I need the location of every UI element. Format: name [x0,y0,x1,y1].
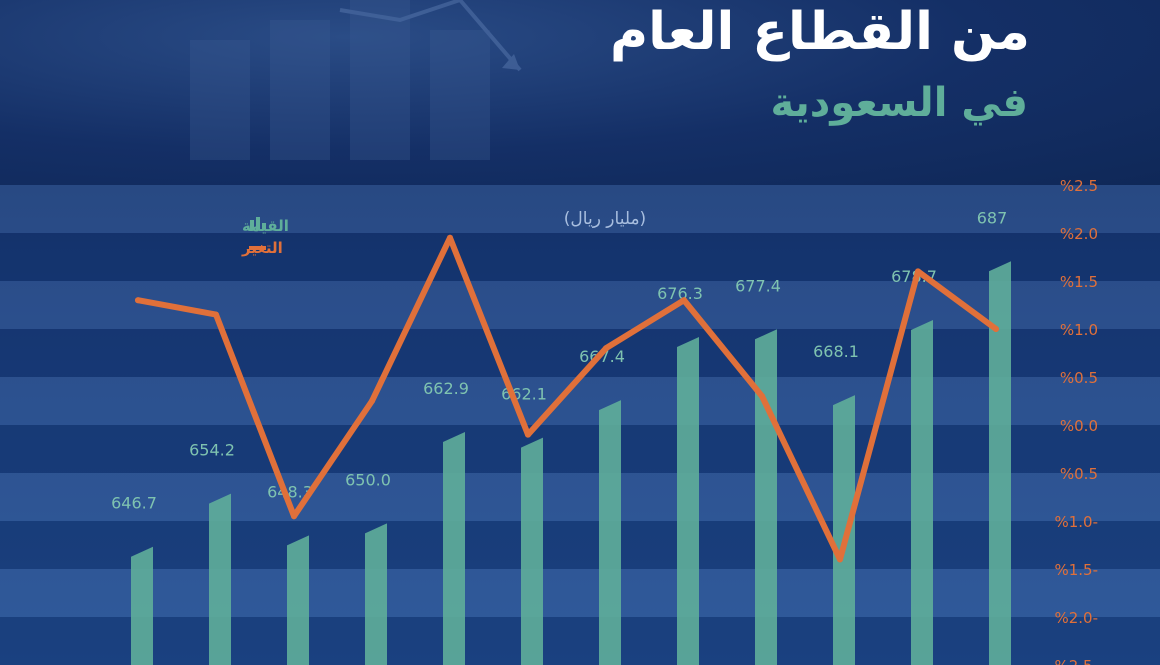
change-point [915,268,921,275]
right-axis-tick-label: %1.0- [1054,513,1098,531]
right-axis-tick-label: %1.5- [1054,561,1098,579]
change-point [681,297,687,304]
bar-value-label: 662.9 [423,379,469,398]
bar [131,546,153,665]
legend-line-icon [249,246,266,250]
change-point [291,513,297,520]
finance-background-icon [190,0,522,160]
change-point [447,234,453,241]
change-point [837,556,843,563]
grid-band [0,233,1160,281]
bar-value-label: 687 [977,208,1008,227]
change-point [213,311,219,318]
right-axis-tick-label: %2.5 [1060,177,1098,195]
grid-band [0,617,1160,665]
unit-label: (مليار ريال) [564,209,646,229]
change-point [135,297,141,304]
change-point [525,431,531,438]
grid-band [0,569,1160,617]
bar [989,261,1011,665]
legend-bar-icon [256,217,260,230]
bar [911,320,933,665]
bar [365,523,387,665]
bar-value-label: 668.1 [813,342,859,361]
right-axis-tick-label: %0.0 [1060,417,1098,435]
legend-bar-icon [250,220,254,230]
grid-band [0,425,1160,473]
grid-band [0,521,1160,569]
right-axis-tick-label: %2.0- [1054,609,1098,627]
bar [521,437,543,665]
change-point [993,326,999,332]
grid-band [0,473,1160,521]
right-axis-tick-label: %2.5- [1054,657,1098,665]
bar-value-label: 648.3 [267,482,313,501]
bar [755,329,777,665]
page-title: من القطاع العام [609,2,1030,62]
bar [599,400,621,665]
bar [443,431,465,665]
bar [209,493,231,665]
bar [677,337,699,665]
bar-value-label: 650.0 [345,470,391,489]
bar-value-label: 654.2 [189,441,235,460]
right-axis-tick-label: %2.0 [1060,225,1098,243]
right-axis-tick-label: %0.5 [1060,465,1098,483]
change-point [369,398,375,404]
change-point [603,345,609,352]
bar-value-label: 646.7 [111,494,157,513]
bar-value-label: 677.4 [735,276,781,295]
change-line [135,234,999,563]
right-axis-tick-label: %0.5 [1060,369,1098,387]
header-banner: من القطاع العام في السعودية [0,0,1160,185]
bar [287,535,309,665]
page-subtitle: في السعودية [770,80,1028,126]
bar [833,395,855,665]
right-axis-tick-label: %1.0 [1060,321,1098,339]
grid-band [0,185,1160,233]
legend-bar-icon [262,223,266,230]
grid-band [0,329,1160,377]
change-point [759,393,765,400]
right-axis-tick-label: %1.5 [1060,273,1098,291]
grid-band [0,377,1160,425]
bar-value-label: 676.3 [657,284,703,303]
